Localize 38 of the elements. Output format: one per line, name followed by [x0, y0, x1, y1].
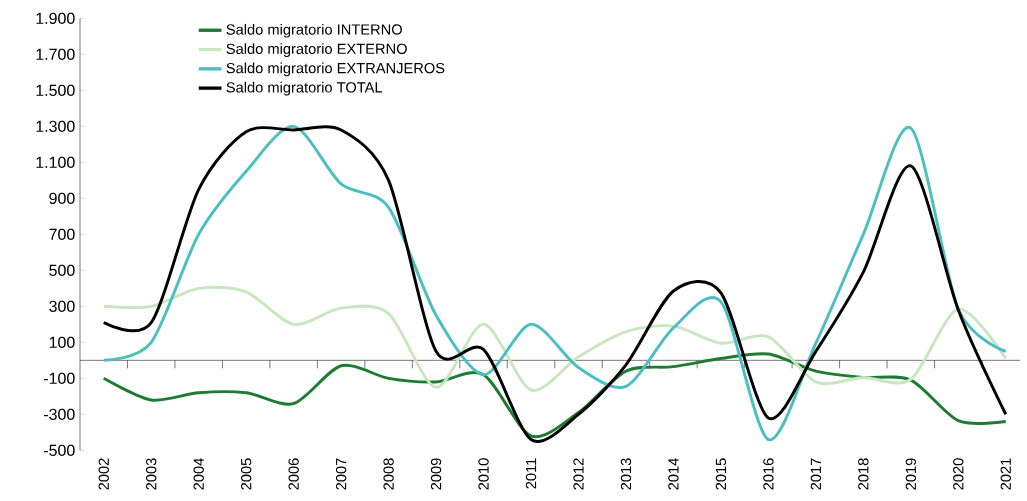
x-tick-label: 2016 [763, 458, 774, 490]
y-tick-label: 1.700 [36, 48, 75, 60]
y-tick-label: -500 [43, 444, 75, 456]
x-tick-label: 2014 [668, 458, 679, 490]
x-tick-label: 2005 [240, 458, 252, 490]
x-tick-label: 2010 [478, 458, 489, 490]
x-tick-label: 2006 [288, 458, 299, 490]
x-tick-label: 2012 [573, 458, 584, 490]
line-series [102, 285, 1008, 392]
x-tick-label: 2021 [1000, 458, 1011, 490]
x-tick-label: 2017 [810, 458, 822, 490]
x-tick-label: 2008 [383, 458, 394, 490]
x-tick-label: 2013 [620, 458, 632, 490]
y-tick-label: 900 [49, 192, 75, 204]
y-tick-label: -300 [43, 408, 75, 420]
y-tick-label: 1.300 [36, 120, 75, 132]
x-tick-label: 2009 [430, 458, 442, 490]
x-tick-label: 2018 [858, 458, 869, 490]
x-tick-label: 2004 [193, 458, 204, 490]
y-tick-label: 700 [49, 228, 75, 240]
legend-label: Saldo migratorio EXTERNO [226, 43, 407, 57]
y-tick-label: -100 [43, 372, 75, 384]
legend-label: Saldo migratorio EXTRANJEROS [226, 62, 445, 77]
x-tick-label: 2002 [98, 458, 109, 490]
y-tick-label: 1.500 [36, 84, 75, 96]
x-tick-label: 2019 [905, 458, 917, 490]
x-tick-label: 2007 [335, 458, 347, 490]
x-tick-label: 2003 [146, 458, 157, 490]
y-tick-label: 300 [49, 300, 75, 312]
y-tick-label: 100 [49, 336, 75, 348]
x-tick-label: 2011 [525, 458, 537, 489]
y-tick-label: 500 [49, 264, 75, 276]
x-tick-label: 2020 [953, 458, 964, 490]
legend-label: Saldo migratorio INTERNO [226, 23, 402, 38]
x-tick-label: 2015 [715, 458, 727, 490]
y-tick-label: 1.100 [36, 156, 75, 168]
y-tick-label: 1.900 [36, 12, 75, 24]
legend-label: Saldo migratorio TOTAL [226, 81, 383, 96]
